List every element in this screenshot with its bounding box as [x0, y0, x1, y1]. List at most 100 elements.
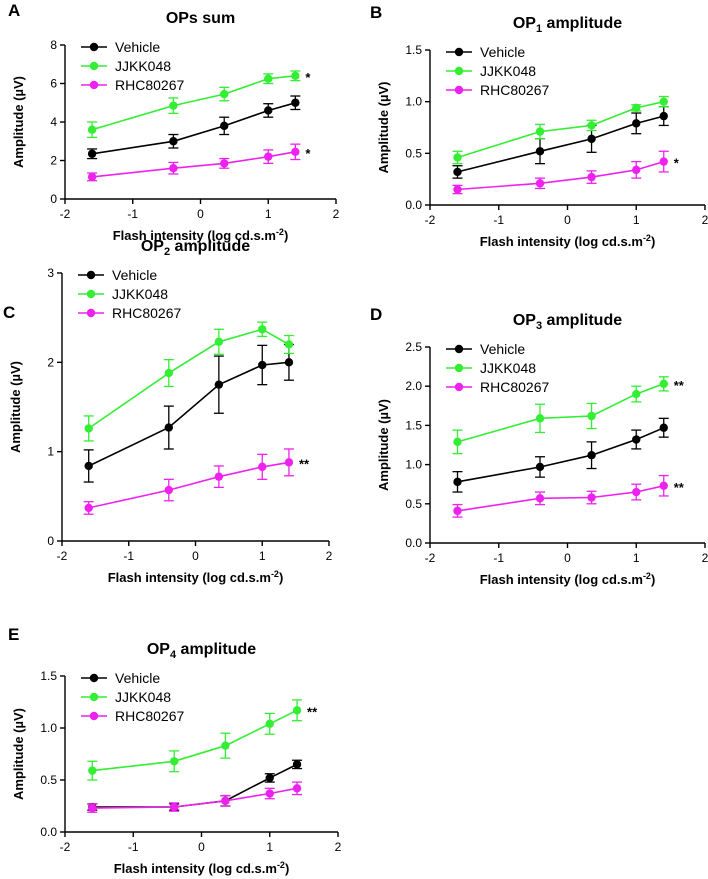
data-point [258, 360, 267, 370]
x-tick-label: -1 [493, 551, 504, 565]
legend: Vehicle JJKK048 RHC80267 [446, 44, 549, 98]
x-tick-label: 2 [335, 840, 342, 854]
data-point [164, 423, 173, 432]
legend: Vehicle JJKK048 RHC80267 [81, 39, 184, 93]
data-point [221, 796, 230, 805]
y-tick-label: 0.0 [405, 198, 422, 212]
data-point [632, 165, 641, 175]
data-point [535, 414, 545, 423]
significance-marker: ** [307, 704, 318, 719]
data-point [535, 147, 545, 156]
significance-marker: * [305, 70, 311, 85]
legend-label: Vehicle [112, 267, 157, 283]
x-tick-label: 1 [259, 549, 266, 563]
data-point [87, 125, 97, 134]
x-tick-label: 0 [564, 213, 571, 227]
x-tick-label: -1 [128, 840, 139, 854]
x-tick-label: -1 [127, 207, 138, 221]
x-tick-label: 0 [197, 207, 204, 221]
legend-label: JJKK048 [112, 286, 168, 302]
significance-marker: ** [674, 480, 685, 495]
series-rhc80267 [87, 781, 303, 813]
data-point [264, 152, 273, 161]
data-point [264, 106, 273, 115]
data-point [84, 503, 93, 513]
x-axis-label: Flash intensity (log cd.s.m-2) [480, 233, 656, 249]
data-point [220, 121, 229, 131]
data-point [258, 325, 267, 334]
data-point [453, 477, 462, 487]
y-tick-label: 6 [50, 77, 57, 91]
x-tick-label: -1 [493, 213, 504, 227]
data-point [170, 757, 179, 766]
data-point [659, 97, 668, 106]
data-point [453, 506, 462, 516]
data-point [284, 340, 294, 349]
data-point [164, 485, 173, 495]
data-point [535, 494, 545, 503]
panel-label: A [8, 1, 20, 20]
data-point [264, 74, 273, 83]
significance-marker: ** [674, 378, 685, 393]
panel-label: C [3, 303, 15, 322]
series-line [92, 763, 298, 808]
data-point [632, 119, 641, 128]
data-point [632, 487, 641, 497]
legend-swatch-marker [89, 80, 99, 90]
y-tick-label: 2.5 [405, 340, 422, 354]
data-point [587, 134, 596, 144]
data-point [453, 167, 462, 177]
y-tick-label: 0.5 [405, 497, 422, 511]
data-point [284, 458, 294, 467]
data-point [292, 706, 302, 715]
y-tick-label: 1 [47, 445, 54, 459]
data-point [265, 773, 274, 783]
data-point [164, 368, 173, 378]
chart-title: OP4 amplitude [147, 641, 256, 661]
series-rhc80267: ** [83, 448, 310, 515]
legend-label: Vehicle [480, 341, 525, 357]
chart-panel-d: D OP3 amplitude 0.0 0.5 1.0 1.5 2.0 2.5 -2 -1 0 1 2 F… [370, 305, 708, 587]
data-point [265, 789, 274, 798]
series-vehicle [83, 343, 294, 483]
legend-swatch-marker [89, 692, 99, 702]
y-tick-label: 2 [47, 355, 54, 369]
x-tick-label: 2 [333, 207, 340, 221]
x-tick-label: 2 [702, 551, 708, 565]
series-line [457, 160, 665, 191]
data-point [659, 481, 668, 490]
series-line [88, 361, 289, 467]
legend-label: RHC80267 [480, 82, 549, 98]
significance-marker: ** [299, 456, 310, 471]
data-point [284, 358, 294, 367]
x-axis-label: Flash intensity (log cd.s.m-2) [108, 569, 284, 585]
legend-label: RHC80267 [115, 77, 184, 93]
panel-label: D [370, 305, 382, 324]
y-tick-label: 0.0 [40, 825, 57, 839]
chart-title: OP3 amplitude [513, 312, 622, 332]
series-rhc80267: * [452, 150, 680, 195]
y-tick-label: 1.5 [405, 418, 422, 432]
data-point [214, 337, 224, 346]
series-line [457, 485, 664, 512]
series-jjkk048: ** [87, 699, 318, 781]
data-point [88, 803, 97, 813]
y-tick-label: 0.0 [405, 536, 422, 550]
data-point [84, 424, 93, 433]
data-point [87, 149, 97, 158]
y-tick-label: 0.5 [405, 146, 422, 160]
legend-swatch-marker [454, 382, 464, 392]
data-point [659, 379, 668, 389]
data-point [453, 153, 462, 162]
legend-swatch-marker [454, 344, 464, 354]
data-point [258, 462, 267, 472]
legend-swatch-marker [89, 42, 99, 52]
x-tick-label: 1 [266, 840, 273, 854]
series-rhc80267: * [87, 143, 311, 182]
series-jjkk048: ** [452, 376, 685, 455]
y-tick-label: 3 [47, 266, 54, 280]
data-point [169, 137, 178, 146]
series-line [457, 427, 665, 483]
legend-swatch-marker [89, 673, 99, 683]
x-tick-label: -1 [123, 549, 134, 563]
